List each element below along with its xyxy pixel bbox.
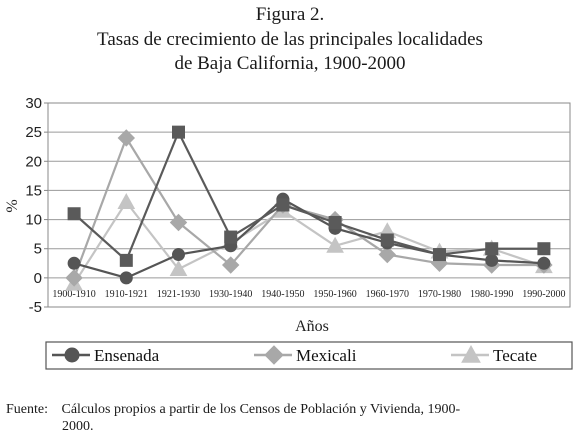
legend-label-mexicali: Mexicali bbox=[296, 346, 357, 365]
x-tick-label: 1940-1950 bbox=[261, 289, 304, 300]
data-point-square bbox=[224, 230, 238, 244]
figure-title: Figura 2. bbox=[255, 4, 325, 25]
data-point-triangle bbox=[461, 344, 481, 363]
data-series bbox=[65, 125, 553, 291]
y-tick-labels: -5 0 5 10 15 20 25 30 bbox=[25, 95, 42, 316]
source-label: Fuente: bbox=[6, 402, 48, 417]
legend-label-tecate: Tecate bbox=[493, 346, 537, 365]
series-mexicali bbox=[65, 129, 553, 287]
data-point-diamond bbox=[378, 245, 397, 264]
data-point-circle bbox=[67, 256, 81, 270]
x-tick-label: 1990-2000 bbox=[522, 289, 565, 300]
chart-title-line-2: de Baja California, 1900-2000 bbox=[174, 53, 406, 74]
data-point-diamond bbox=[65, 269, 83, 287]
plot-frame bbox=[47, 102, 571, 308]
data-point-triangle bbox=[117, 193, 136, 209]
x-tick-label: 1970-1980 bbox=[418, 289, 461, 300]
source-text-line-1: Cálculos propios a partir de los Censos … bbox=[61, 402, 461, 417]
y-tick-label: 10 bbox=[25, 212, 42, 229]
data-point-circle bbox=[119, 271, 133, 285]
data-point-diamond bbox=[264, 345, 284, 365]
data-point-diamond bbox=[221, 256, 240, 274]
data-point-square bbox=[172, 125, 185, 139]
x-tick-label: 1921-1930 bbox=[157, 289, 200, 300]
series-line bbox=[73, 135, 544, 279]
y-tick-label: -5 bbox=[29, 299, 42, 316]
data-point-diamond bbox=[169, 213, 188, 232]
source-text-line-2: 2000. bbox=[62, 419, 94, 434]
data-point-square bbox=[485, 242, 499, 256]
x-tick-label: 1930-1940 bbox=[209, 289, 252, 300]
y-tick-label: 0 bbox=[34, 270, 42, 287]
data-point-circle bbox=[172, 248, 185, 262]
data-point-square bbox=[67, 207, 81, 221]
data-point-square bbox=[380, 233, 394, 247]
data-point-square bbox=[537, 242, 551, 256]
y-tick-label: 5 bbox=[34, 241, 42, 258]
x-axis-label: Años bbox=[295, 318, 329, 335]
series-line bbox=[73, 197, 544, 280]
data-point-square bbox=[276, 198, 290, 212]
x-tick-label: 1950-1960 bbox=[313, 289, 356, 300]
x-tick-labels: 1900-1910 1910-1921 1921-1930 1930-1940 1940… bbox=[52, 289, 565, 300]
x-tick-label: 1910-1921 bbox=[105, 289, 148, 300]
chart-title-line-1: Tasas de crecimiento de las principales … bbox=[97, 29, 483, 50]
series-tecate bbox=[65, 193, 553, 291]
line-chart: -5 0 5 10 15 20 25 30 1900-1910 1910-1921 1921-19… bbox=[4, 95, 573, 370]
legend bbox=[52, 344, 489, 365]
series-ensenada bbox=[67, 192, 551, 285]
y-axis-label: % bbox=[4, 199, 21, 212]
x-tick-label: 1980-1990 bbox=[470, 289, 513, 300]
data-point-diamond bbox=[117, 129, 136, 147]
y-tick-label: 20 bbox=[25, 153, 42, 170]
data-point-circle bbox=[64, 347, 80, 363]
source-note: Fuente: Cálculos propios a partir de los… bbox=[6, 401, 576, 435]
data-point-circle bbox=[485, 253, 499, 267]
series-line bbox=[73, 129, 544, 263]
data-point-square bbox=[433, 248, 446, 262]
data-point-triangle bbox=[169, 260, 188, 277]
x-tick-label: 1960-1970 bbox=[366, 289, 409, 300]
data-point-square bbox=[328, 215, 342, 229]
data-point-square bbox=[119, 253, 133, 267]
y-tick-label: 15 bbox=[25, 182, 42, 199]
y-tick-label: 25 bbox=[25, 124, 42, 141]
x-tick-label: 1900-1910 bbox=[52, 289, 95, 300]
legend-label-ensenada: Ensenada bbox=[94, 346, 160, 365]
series-unlabeled bbox=[67, 125, 551, 267]
y-tick-label: 30 bbox=[25, 95, 42, 112]
series-line bbox=[73, 200, 545, 285]
data-point-triangle bbox=[326, 236, 344, 253]
data-point-circle bbox=[537, 256, 551, 270]
